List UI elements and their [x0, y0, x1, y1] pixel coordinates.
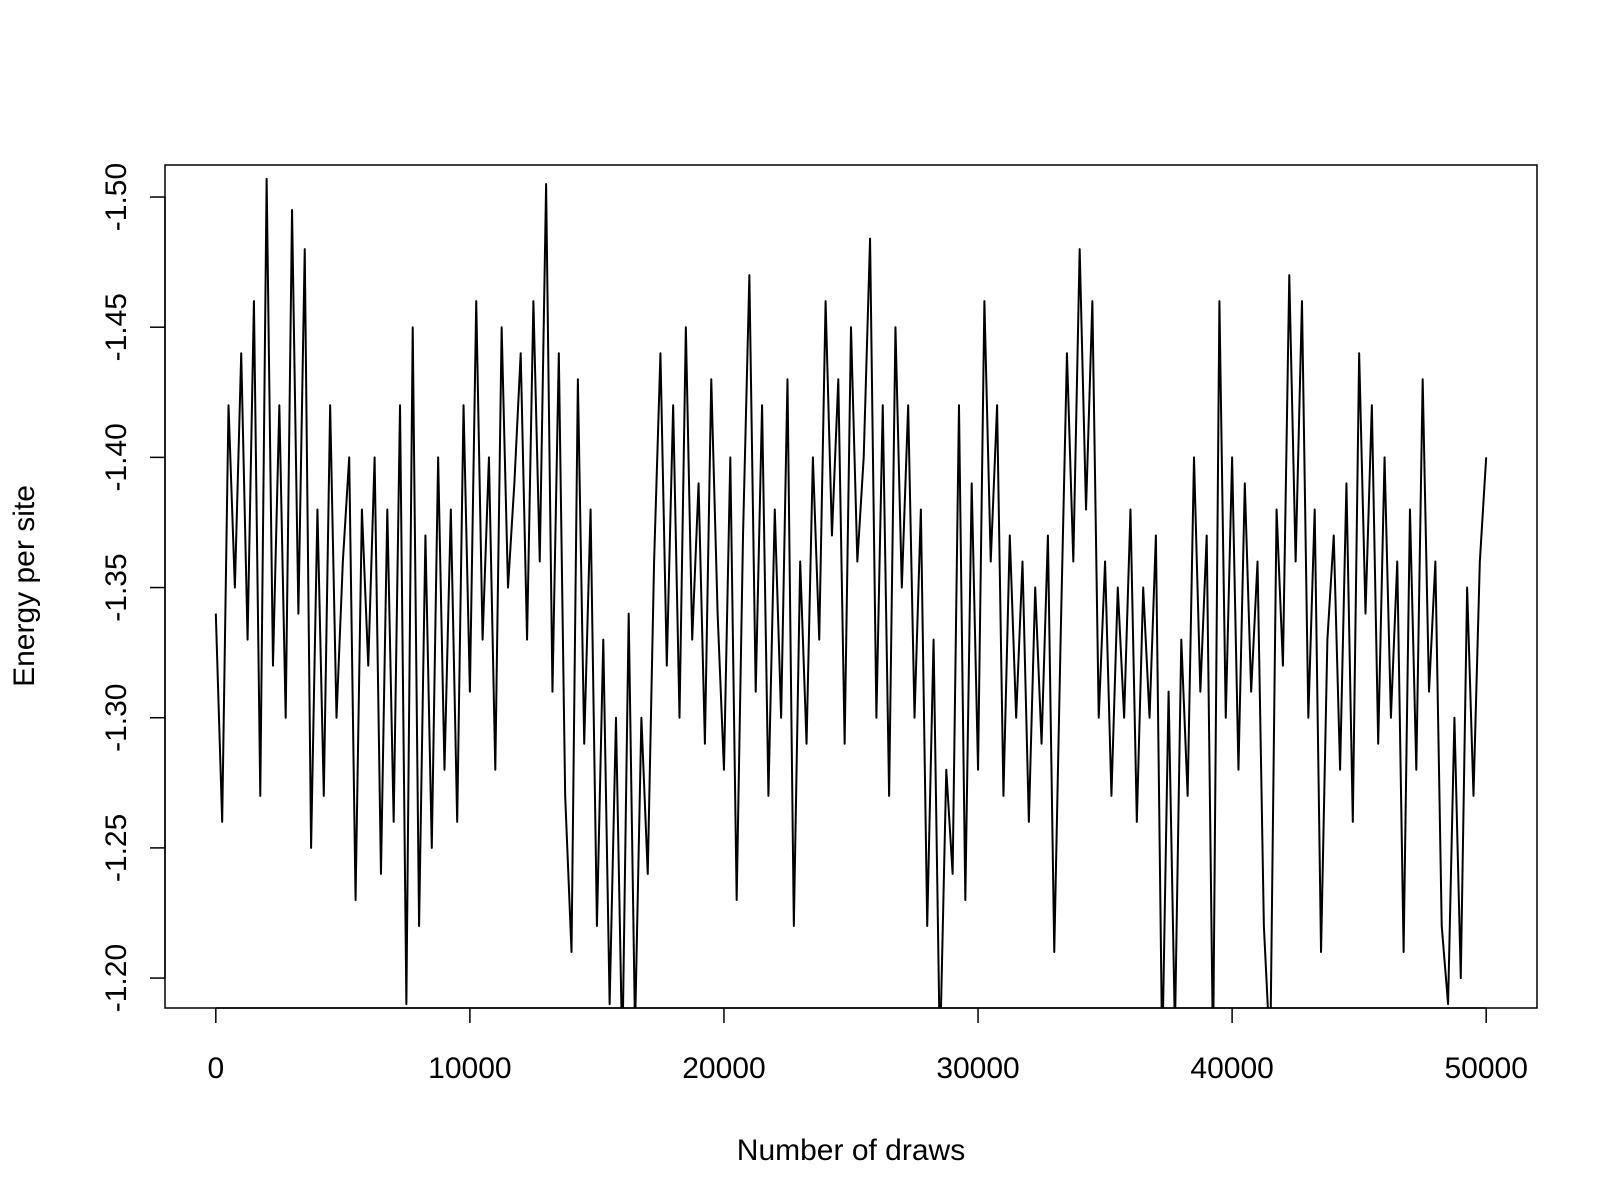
y-tick-label: -1.45	[100, 293, 133, 361]
y-axis-title: Energy per site	[8, 485, 41, 687]
x-tick-label: 40000	[1190, 1052, 1273, 1085]
y-tick-label: -1.20	[100, 944, 133, 1012]
y-tick-label: -1.40	[100, 423, 133, 491]
y-tick-label: -1.30	[100, 684, 133, 752]
x-tick-label: 10000	[428, 1052, 511, 1085]
y-tick-label: -1.50	[100, 163, 133, 231]
plot-area	[214, 177, 1488, 1008]
x-tick-label: 0	[207, 1052, 224, 1085]
trace-line	[214, 177, 1488, 1008]
x-tick-label: 20000	[682, 1052, 765, 1085]
x-tick-label: 50000	[1444, 1052, 1527, 1085]
y-tick-label: -1.25	[100, 814, 133, 882]
x-axis-title: Number of draws	[737, 1134, 965, 1167]
y-tick-label: -1.35	[100, 553, 133, 621]
x-tick-label: 30000	[936, 1052, 1019, 1085]
